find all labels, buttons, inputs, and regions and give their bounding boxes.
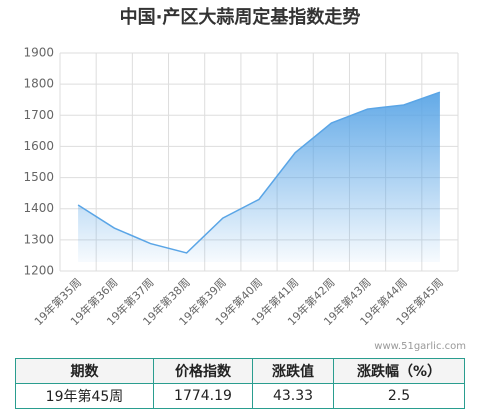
y-tick-label: 1600 xyxy=(23,139,54,153)
header-cell: 涨跌值 xyxy=(252,358,334,384)
table-row: 19年第45周 1774.19 43.33 2.5 xyxy=(15,383,465,409)
table-header: 期数 价格指数 涨跌值 涨跌幅（%） xyxy=(15,358,465,384)
header-cell: 价格指数 xyxy=(153,358,253,384)
cell: 43.33 xyxy=(252,383,334,409)
y-tick-label: 1500 xyxy=(23,170,54,184)
watermark: www.51garlic.com xyxy=(374,341,466,352)
header-cell: 期数 xyxy=(15,358,154,384)
data-table: 期数 价格指数 涨跌值 涨跌幅（%） 19年第45周 1774.19 43.33… xyxy=(15,358,465,409)
y-tick-label: 1700 xyxy=(23,108,54,122)
cell: 19年第45周 xyxy=(15,383,154,409)
y-tick-label: 1400 xyxy=(23,201,54,215)
line xyxy=(77,91,441,254)
cell: 2.5 xyxy=(333,383,465,409)
y-tick-label: 1800 xyxy=(23,77,54,91)
area xyxy=(78,92,440,262)
y-tick-label: 1300 xyxy=(23,232,54,246)
chart-title: 中国·产区大蒜周定基指数走势 xyxy=(120,6,361,28)
cell: 1774.19 xyxy=(153,383,253,409)
header-cell: 涨跌幅（%） xyxy=(333,358,465,384)
chart: 中国·产区大蒜周定基指数走势 www.51garlic.com 1200 1300… xyxy=(23,6,466,352)
y-tick-label: 1900 xyxy=(23,46,54,60)
y-tick-label: 1200 xyxy=(23,264,54,278)
